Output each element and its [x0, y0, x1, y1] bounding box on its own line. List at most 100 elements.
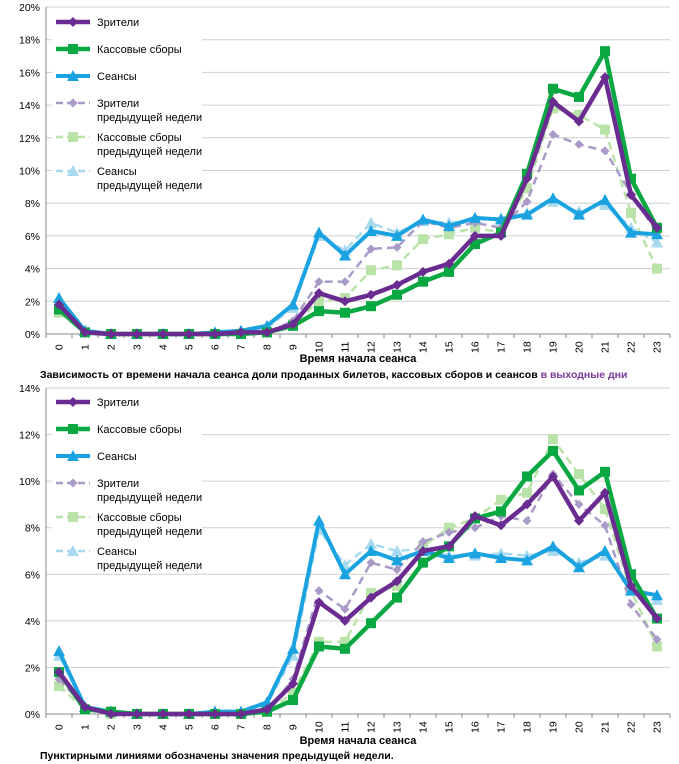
- legend-swatch-marker: [67, 165, 79, 176]
- data-point-viewers: [626, 190, 636, 201]
- data-point-boxoffice: [288, 695, 298, 706]
- data-point-viewers_prev: [392, 242, 402, 252]
- data-point-boxoffice: [314, 306, 324, 317]
- legend-swatch-marker: [68, 17, 78, 27]
- legend-label: Кассовые сборы: [97, 132, 182, 144]
- data-point-boxoffice: [626, 569, 636, 580]
- data-point-boxoffice_prev: [444, 229, 454, 240]
- x-tick-label: 15: [444, 721, 456, 733]
- data-point-viewers: [366, 592, 376, 603]
- data-point-viewers: [106, 709, 116, 719]
- data-point-sessions: [495, 551, 507, 563]
- data-point-boxoffice: [600, 46, 610, 57]
- y-tick-label: 20%: [19, 2, 40, 14]
- data-point-viewers: [496, 230, 506, 241]
- data-point-viewers: [288, 678, 298, 689]
- data-point-sessions: [391, 554, 403, 566]
- data-point-viewers_prev: [522, 197, 532, 207]
- data-point-viewers: [522, 173, 532, 184]
- data-point-viewers: [210, 329, 220, 339]
- data-point-viewers: [470, 511, 480, 522]
- x-tick-label: 0: [54, 344, 66, 350]
- data-point-viewers_prev: [444, 527, 454, 537]
- data-point-sessions: [521, 554, 533, 566]
- y-tick-label: 4%: [25, 616, 40, 628]
- data-point-sessions_prev: [365, 538, 377, 550]
- x-tick-label: 14: [418, 721, 430, 733]
- data-point-viewers_prev: [574, 139, 584, 149]
- line-chart-1: 0%2%4%6%8%10%12%14%16%18%20%0 1 2 3 4 5 6 7 8 9 10…: [19, 2, 671, 365]
- data-point-boxoffice: [444, 266, 454, 277]
- x-tick-label: 11: [340, 342, 352, 353]
- data-point-sessions: [547, 192, 559, 204]
- x-tick-label: 21: [600, 341, 612, 353]
- data-point-boxoffice_prev: [574, 469, 584, 480]
- data-point-boxoffice_prev: [548, 434, 558, 445]
- x-tick-label: 8: [262, 724, 274, 730]
- x-tick-label: 12: [366, 721, 378, 733]
- x-tick-label: 5: [184, 724, 196, 730]
- x-tick-label: 11: [340, 722, 352, 733]
- x-tick-label: 15: [444, 341, 456, 353]
- data-point-boxoffice_prev: [392, 260, 402, 271]
- legend-item-viewers_prev: Зрители предыдущей недели: [56, 478, 202, 504]
- legend-swatch-marker: [67, 450, 79, 461]
- data-point-boxoffice: [392, 592, 402, 603]
- data-point-viewers_prev: [314, 277, 324, 287]
- data-point-sessions: [469, 547, 481, 559]
- data-point-viewers: [54, 667, 64, 678]
- y-tick-label: 12%: [19, 430, 40, 442]
- x-tick-label: 4: [158, 344, 170, 350]
- legend-item-boxoffice_prev: Кассовые сборы предыдущей недели: [56, 512, 202, 538]
- data-point-boxoffice: [574, 91, 584, 102]
- legend-item-viewers_prev: Зрители предыдущей недели: [56, 98, 202, 124]
- data-point-viewers: [262, 704, 272, 715]
- x-tick-label: 19: [548, 341, 560, 353]
- y-tick-label: 18%: [19, 35, 40, 47]
- data-point-viewers_prev: [470, 523, 480, 533]
- x-tick-label: 17: [496, 721, 508, 733]
- x-tick-label: 13: [392, 721, 404, 733]
- y-tick-label: 16%: [19, 67, 40, 79]
- data-point-boxoffice_prev: [366, 265, 376, 276]
- legend-item-sessions: Сеансы: [56, 450, 137, 463]
- data-point-viewers: [600, 72, 610, 83]
- x-tick-label: 1: [80, 724, 92, 730]
- data-point-boxoffice: [418, 276, 428, 287]
- data-point-viewers: [80, 327, 90, 338]
- x-tick-label: 17: [496, 341, 508, 353]
- data-point-boxoffice: [392, 289, 402, 300]
- y-tick-label: 14%: [19, 383, 40, 395]
- data-point-boxoffice_prev: [652, 263, 662, 274]
- legend-label: предыдущей недели: [97, 560, 202, 572]
- data-point-viewers_prev: [652, 634, 662, 644]
- legend-label: Сеансы: [97, 71, 137, 83]
- data-point-boxoffice: [626, 173, 636, 184]
- y-tick-label: 2%: [25, 662, 40, 674]
- data-point-viewers: [392, 279, 402, 290]
- x-tick-label: 0: [54, 724, 66, 730]
- legend-swatch-marker: [68, 98, 78, 108]
- line-chart-2: 0%2%4%6%8%10%12%14%0 1 2 3 4 5 6 7 8 9 10 11 12 13 14 1…: [19, 383, 671, 747]
- data-point-viewers_prev: [600, 146, 610, 156]
- x-tick-label: 18: [522, 341, 534, 353]
- legend-label: предыдущей недели: [97, 526, 202, 538]
- data-point-sessions: [599, 193, 611, 205]
- y-tick-label: 2%: [25, 296, 40, 308]
- data-point-viewers: [418, 266, 428, 277]
- data-point-sessions: [599, 545, 611, 556]
- data-point-boxoffice_prev: [522, 183, 532, 194]
- legend-label: Кассовые сборы: [97, 512, 182, 524]
- x-tick-label: 22: [626, 341, 638, 353]
- data-point-viewers: [444, 258, 454, 269]
- data-point-viewers: [600, 487, 610, 498]
- legend-item-sessions_prev: Сеансы предыдущей недели: [56, 165, 202, 192]
- legend-swatch-marker: [68, 132, 78, 142]
- x-tick-label: 8: [262, 344, 274, 350]
- data-point-boxoffice: [340, 643, 350, 654]
- caption-text: Зависимость от времени начала сеанса дол…: [40, 369, 538, 381]
- data-point-viewers: [132, 329, 142, 339]
- data-point-boxoffice: [522, 471, 532, 482]
- legend-item-sessions: Сеансы: [56, 70, 137, 83]
